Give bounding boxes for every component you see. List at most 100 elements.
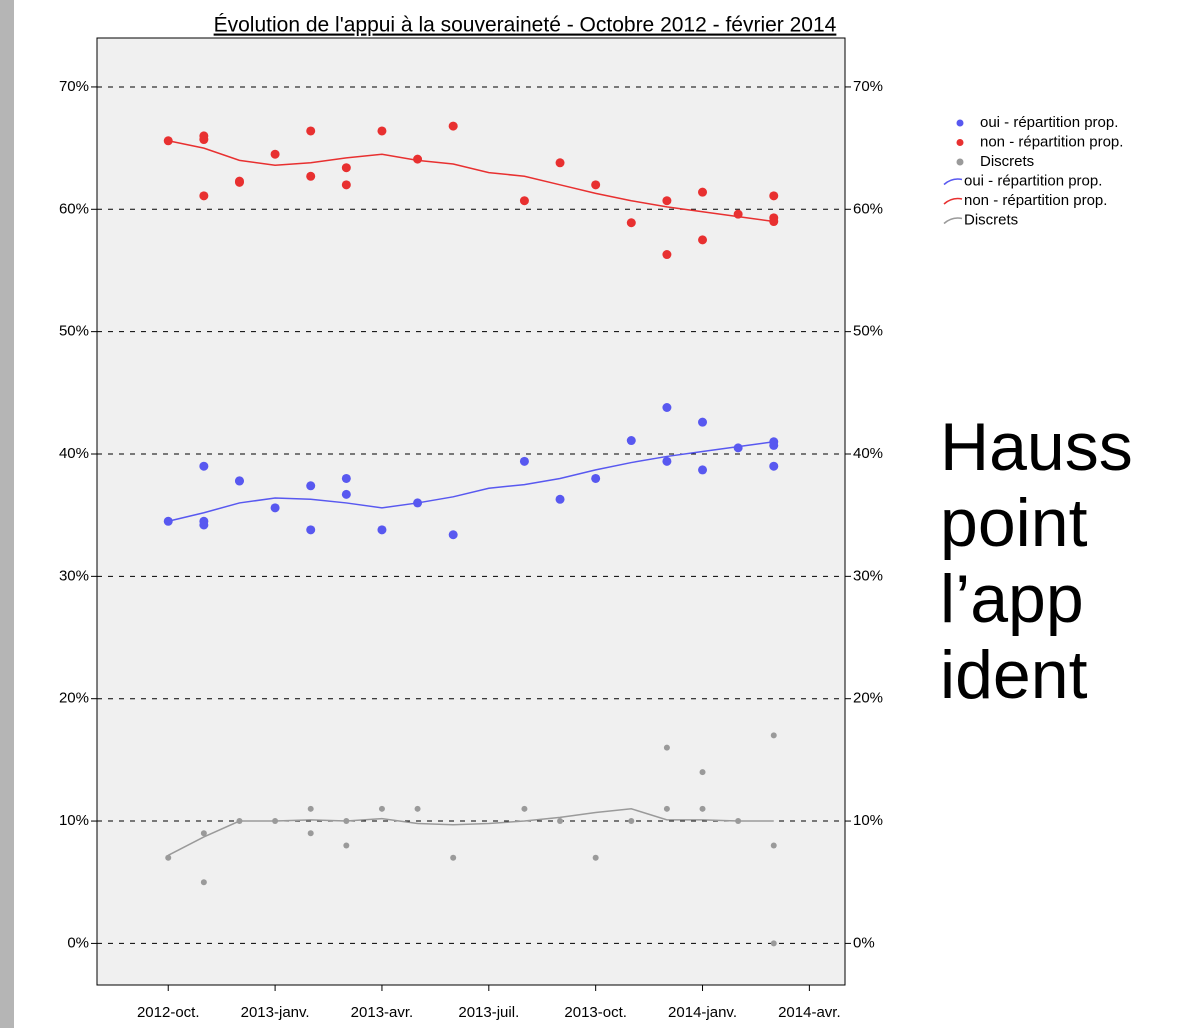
legend-dot [956,158,964,166]
side-text: ident [940,637,1088,713]
y2-tick-label: 50% [853,323,883,340]
plot-area [96,37,846,986]
legend-line [943,197,963,205]
data-point [306,171,316,181]
legend-line [943,217,963,225]
data-point [270,149,280,159]
x-tick-label: 2012-oct. [137,1004,200,1021]
data-point [234,476,244,486]
data-point [626,218,636,228]
x-tick-label: 2013-juil. [458,1004,519,1021]
data-point [199,135,209,145]
data-point [555,494,565,504]
y-tick-label: 10% [59,812,89,829]
data-point [628,818,635,825]
data-point [199,191,209,201]
data-point [557,818,564,825]
y-tick-label: 70% [59,78,89,95]
data-point [662,403,672,413]
y2-tick-label: 10% [853,812,883,829]
legend-label: non - répartition prop. [980,133,1123,150]
y2-tick-label: 60% [853,200,883,217]
data-point [448,121,458,131]
legend-label: oui - répartition prop. [980,114,1118,131]
data-point [769,440,779,450]
trend-line [168,140,774,223]
data-point [591,473,601,483]
data-point [414,805,421,812]
data-point [662,196,672,206]
data-point [663,805,670,812]
data-point [306,126,316,136]
data-point [521,805,528,812]
data-point [199,520,209,530]
data-point [200,830,207,837]
data-point [699,805,706,812]
y2-tick-label: 30% [853,567,883,584]
y2-tick-label: 0% [853,934,875,951]
legend-label: Discrets [980,153,1034,170]
x-tick-label: 2014-avr. [778,1004,841,1021]
legend-dot [956,139,964,146]
trend-line [167,808,774,856]
data-point [769,191,779,201]
side-text: point [940,485,1088,561]
legend-label: non - répartition prop. [964,192,1107,209]
legend-dot [956,119,964,127]
y2-tick-label: 20% [853,690,883,707]
data-point [341,163,351,173]
x-tick-label: 2013-avr. [351,1004,414,1021]
data-point [698,417,708,427]
data-point [450,854,457,861]
y-tick-label: 30% [59,567,89,584]
data-point [699,769,706,776]
data-point [770,842,777,849]
data-point [769,461,779,471]
legend-label: oui - répartition prop. [964,172,1102,189]
data-point [306,525,316,535]
data-point [770,940,777,947]
y2-tick-label: 40% [853,445,883,462]
y-tick-label: 50% [59,323,89,340]
data-point [413,154,423,164]
data-point [199,461,209,471]
data-point [307,805,314,812]
data-point [200,879,207,886]
data-point [341,489,351,499]
side-text: l’app [940,561,1084,637]
chart-title: Évolution de l'appui à la souveraineté -… [214,14,837,37]
y-tick-label: 0% [67,934,89,951]
data-point [592,854,599,861]
x-tick-label: 2013-oct. [564,1004,627,1021]
data-point [377,525,387,535]
data-point [733,443,743,453]
data-point [555,158,565,168]
data-point [519,196,529,206]
y-tick-label: 20% [59,690,89,707]
data-point [341,473,351,483]
data-point [306,481,316,491]
data-point [378,805,385,812]
legend-label: Discrets [964,211,1018,228]
legend-line [943,178,963,186]
data-point [662,456,672,466]
x-tick-label: 2013-janv. [241,1004,310,1021]
data-point [626,436,636,446]
data-point [519,456,529,466]
data-point [234,177,244,187]
data-point [307,830,314,837]
side-text: Hauss [940,409,1133,485]
trend-line [168,441,774,523]
data-point [341,180,351,190]
data-point [698,465,708,475]
data-point [770,732,777,739]
slide-edge [0,0,14,1028]
x-tick-label: 2014-janv. [668,1004,737,1021]
data-point [662,250,672,260]
data-point [698,187,708,197]
data-point [591,180,601,190]
y-tick-label: 60% [59,200,89,217]
data-point [448,530,458,540]
